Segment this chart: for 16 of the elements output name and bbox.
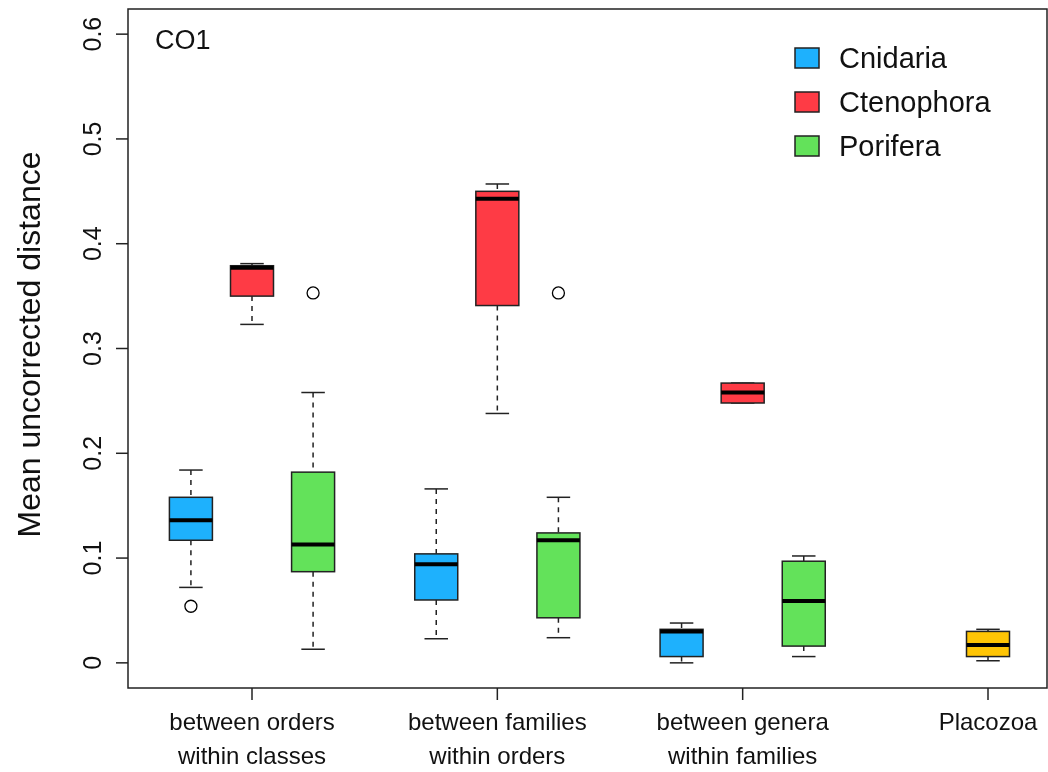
y-tick-label: 0.5 (78, 121, 106, 157)
y-tick-label: 0 (78, 655, 106, 670)
legend-label: Porifera (839, 130, 942, 162)
y-tick-label: 0.6 (78, 16, 106, 52)
legend-label: Ctenophora (839, 86, 992, 118)
x-tick-label: Placozoa (938, 708, 1039, 735)
x-tick-label: between genera within families (656, 708, 830, 769)
x-tick-label: between families within orders (407, 708, 587, 769)
y-tick-label: 0.2 (78, 435, 106, 471)
legend-label: Cnidaria (839, 42, 948, 74)
y-tick-label: 0.4 (78, 226, 106, 262)
y-axis-title: Mean uncorrected distance (11, 151, 47, 538)
text: CO1 (155, 25, 211, 55)
y-tick-label: 0.3 (78, 331, 106, 366)
y-tick-label: 0.1 (78, 540, 106, 576)
x-tick-label: between orders within classes (169, 708, 335, 769)
